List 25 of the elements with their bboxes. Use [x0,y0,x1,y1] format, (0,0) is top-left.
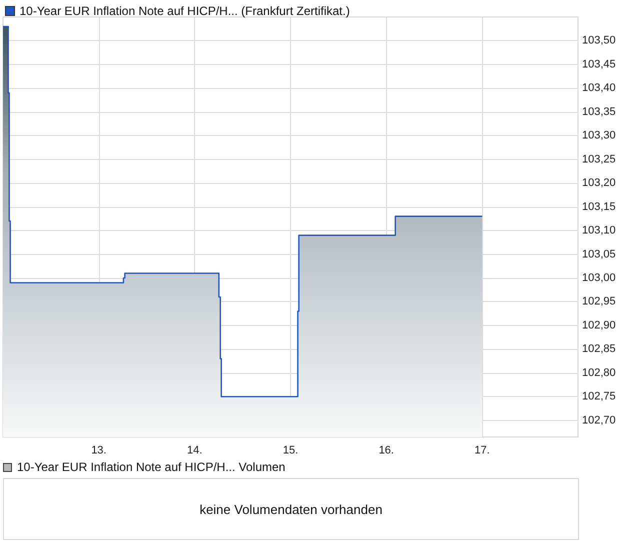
y-tick-label: 103,10 [582,224,616,237]
y-tick-label: 103,30 [582,130,616,142]
y-tick-label: 102,75 [582,390,616,403]
y-tick-label: 102,90 [582,319,616,332]
x-tick-label: 13. [91,444,106,456]
y-tick-label: 103,05 [582,248,616,260]
y-tick-label: 103,35 [582,106,616,118]
y-tick-label: 102,80 [582,366,616,379]
y-tick-label: 103,40 [582,82,616,94]
y-tick-label: 103,45 [582,58,616,70]
y-tick-label: 103,15 [582,200,616,213]
text: 10-Year EUR Inflation Note auf HICP/H... Volumen [17,460,286,474]
y-tick-label: 102,85 [582,343,616,356]
y-tick-label: 102,95 [582,296,616,308]
x-tick-label: 16. [378,444,394,456]
legend-label: 10-Year EUR Inflation Note auf HICP/H... (Frankfurt Zertifikat.) [20,4,350,18]
y-tick-label: 103,00 [582,272,616,284]
x-tick-label: 14. [187,444,202,456]
y-tick-label: 103,20 [582,177,616,190]
x-tick-label: 15. [282,444,298,456]
y-tick-label: 103,50 [582,34,616,47]
y-tick-label: 103,25 [582,153,616,166]
x-tick-label: 17. [474,444,490,456]
text: keine Volumendaten vorhanden [200,502,382,516]
y-tick-label: 102,70 [582,414,616,426]
